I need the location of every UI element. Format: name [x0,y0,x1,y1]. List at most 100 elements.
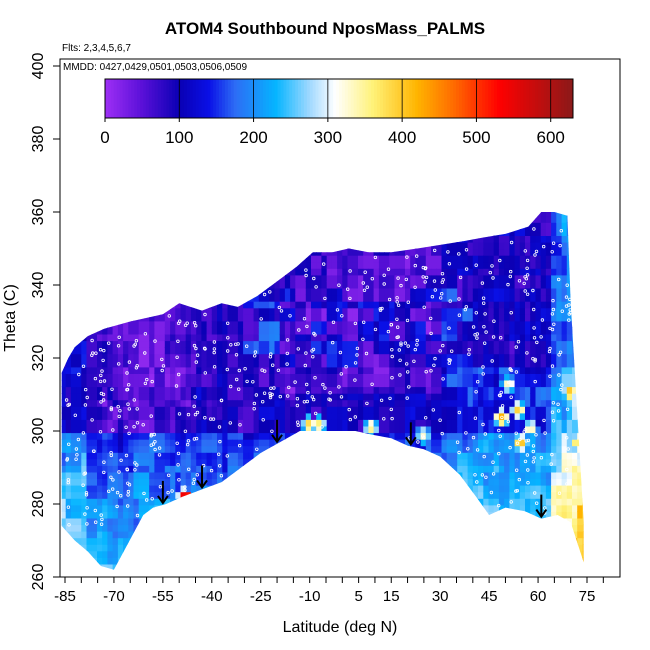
heatmap-cell [347,268,354,276]
heatmap-cell [243,373,249,381]
heatmap-cell [384,524,390,532]
heatmap-cell [384,419,390,427]
heatmap-cell [81,353,88,361]
heatmap-cell [425,511,432,519]
heatmap-cell [399,452,406,460]
heatmap-cell [91,425,98,434]
heatmap-cell [352,504,359,512]
heatmap-cell [87,196,93,203]
heatmap-cell [164,222,171,230]
heatmap-cell [284,485,291,493]
heatmap-cell [144,294,150,302]
heatmap-cell [117,544,124,552]
heatmap-cell [305,255,312,263]
heatmap-cell [363,360,369,368]
heatmap-cell [467,314,474,322]
heatmap-cell [264,557,270,565]
heatmap-cell [269,458,275,466]
heatmap-cell [248,524,255,532]
heatmap-cell [441,281,448,289]
heatmap-cell [180,399,187,407]
heatmap-cell [107,498,114,506]
heatmap-cell [405,465,411,473]
heatmap-cell [107,425,114,434]
heatmap-cell [290,203,296,210]
heatmap-cell [410,550,416,558]
heatmap-cell [441,222,448,230]
heatmap-cell [368,412,375,420]
heatmap-cell [92,196,98,203]
heatmap-cell [446,412,453,420]
heatmap-cell [180,498,187,506]
heatmap-cell [274,557,281,565]
heatmap-cell [81,261,88,269]
heatmap-cell [352,294,359,302]
heatmap-cell [117,340,124,348]
heatmap-cell [97,340,103,348]
heatmap-cell [389,261,396,269]
heatmap-cell [394,393,401,401]
heatmap-cell [368,215,375,223]
heatmap-cell [316,261,322,269]
heatmap-cell [284,544,291,552]
heatmap-cell [248,393,255,401]
heatmap-cell [97,307,103,315]
heatmap-cell [144,458,150,466]
heatmap-cell [389,445,396,453]
heatmap-cell [180,393,187,401]
heatmap-cell [436,360,443,368]
heatmap-cell [269,465,275,473]
heatmap-cell [483,287,490,296]
heatmap-cell [284,550,291,558]
heatmap-cell [185,294,192,302]
heatmap-cell [159,557,166,565]
heatmap-cell [284,320,291,328]
heatmap-cell [258,281,265,289]
heatmap-cell [284,445,291,453]
heatmap-cell [149,544,155,552]
heatmap-cell [227,537,234,545]
heatmap-cell [201,432,208,440]
heatmap-cell [164,406,171,414]
heatmap-cell [206,504,213,512]
heatmap-cell [478,241,484,250]
heatmap-cell [431,491,437,499]
heatmap-cell [237,550,244,558]
heatmap-cell [227,439,234,447]
heatmap-cell [243,215,249,223]
heatmap-cell [498,491,505,499]
heatmap-cell [128,471,135,480]
heatmap-cell [70,471,77,480]
heatmap-cell [279,478,286,486]
heatmap-cell [311,274,317,282]
heatmap-cell [457,228,463,236]
heatmap-cell [76,557,82,565]
heatmap-cell [462,347,469,355]
heatmap-cell [441,563,448,570]
heatmap-cell [389,491,396,499]
heatmap-cell [76,366,82,374]
heatmap-cell [149,196,155,203]
heatmap-cell [76,340,82,348]
heatmap-cell [212,196,218,203]
heatmap-cell [138,425,145,434]
heatmap-cell [227,340,234,348]
heatmap-cell [128,347,135,355]
heatmap-cell [201,452,208,460]
heatmap-cell [478,307,484,315]
heatmap-cell [180,478,187,486]
heatmap-cell [472,314,479,322]
heatmap-cell [441,465,448,473]
heatmap-cell [107,314,114,322]
heatmap-cell [237,215,244,223]
heatmap-cell [264,445,270,453]
heatmap-cell [65,294,72,302]
heatmap-cell [331,412,338,420]
heatmap-cell [97,544,103,552]
heatmap-cell [290,222,296,230]
heatmap-cell [258,458,265,466]
heatmap-cell [326,511,333,519]
heatmap-cell [342,320,349,328]
heatmap-cell [368,320,375,328]
heatmap-cell [86,353,93,361]
